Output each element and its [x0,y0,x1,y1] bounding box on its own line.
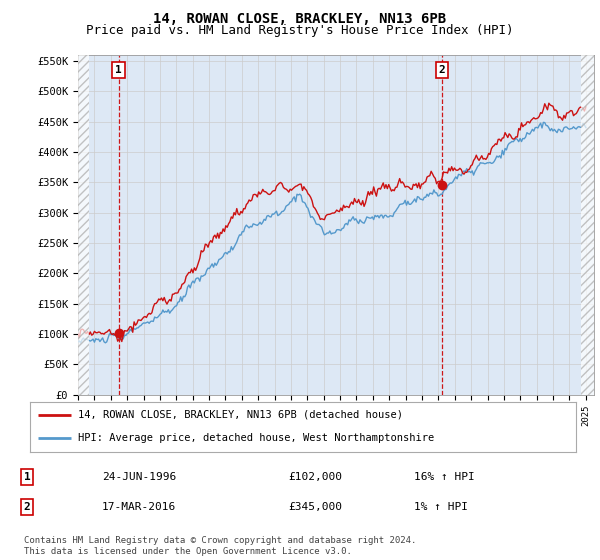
Text: HPI: Average price, detached house, West Northamptonshire: HPI: Average price, detached house, West… [78,433,434,444]
Text: 17-MAR-2016: 17-MAR-2016 [102,502,176,512]
Text: 2: 2 [439,65,445,75]
Text: 16% ↑ HPI: 16% ↑ HPI [414,472,475,482]
Text: 24-JUN-1996: 24-JUN-1996 [102,472,176,482]
Text: 1: 1 [115,65,122,75]
Text: 2: 2 [23,502,31,512]
Text: 1% ↑ HPI: 1% ↑ HPI [414,502,468,512]
Text: £102,000: £102,000 [288,472,342,482]
Text: 1: 1 [23,472,31,482]
Text: £345,000: £345,000 [288,502,342,512]
Text: Price paid vs. HM Land Registry's House Price Index (HPI): Price paid vs. HM Land Registry's House … [86,24,514,37]
Text: Contains HM Land Registry data © Crown copyright and database right 2024.
This d: Contains HM Land Registry data © Crown c… [24,536,416,556]
Text: 14, ROWAN CLOSE, BRACKLEY, NN13 6PB: 14, ROWAN CLOSE, BRACKLEY, NN13 6PB [154,12,446,26]
Text: 14, ROWAN CLOSE, BRACKLEY, NN13 6PB (detached house): 14, ROWAN CLOSE, BRACKLEY, NN13 6PB (det… [78,410,403,419]
